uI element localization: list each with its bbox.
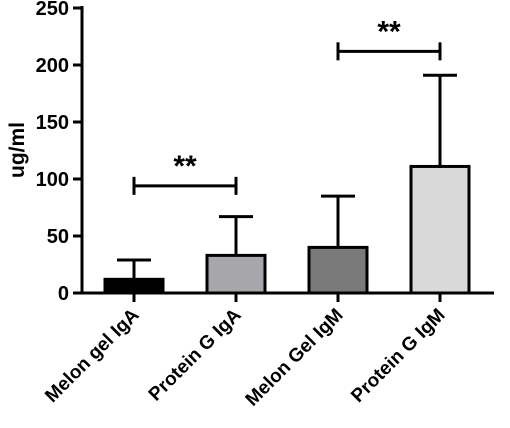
- bar-2: [307, 245, 369, 295]
- sig-label-0: **: [173, 150, 197, 183]
- x-tick-label-2: Melon Gel IgM: [242, 305, 348, 411]
- y-axis-label: ug/ml: [6, 122, 29, 178]
- sig-label-1: **: [377, 15, 401, 48]
- y-tick-label-3: 150: [36, 112, 69, 134]
- y-tick-label-2: 100: [36, 169, 69, 191]
- x-tick-label-0: Melon gel IgA: [41, 304, 143, 406]
- bar-0: [103, 277, 165, 295]
- y-tick-label-0: 0: [58, 283, 69, 305]
- bar-1: [205, 253, 267, 295]
- x-tick-label-1: Protein G IgA: [145, 304, 246, 405]
- y-tick-label-5: 250: [36, 0, 69, 20]
- x-tick-label-3: Protein G IgM: [347, 305, 449, 407]
- y-tick-label-4: 200: [36, 55, 69, 77]
- y-tick-label-1: 50: [47, 226, 69, 248]
- bar-3: [409, 164, 471, 295]
